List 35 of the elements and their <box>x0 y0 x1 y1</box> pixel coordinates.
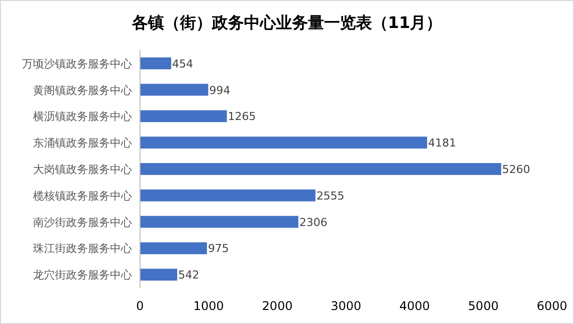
x-tick-label: 4000 <box>399 299 430 313</box>
y-tick-label: 龙穴街政务服务中心 <box>33 268 132 282</box>
data-label: 1265 <box>228 110 256 124</box>
bar <box>140 268 178 281</box>
data-label: 4181 <box>428 136 456 150</box>
data-label: 975 <box>208 242 229 256</box>
y-tick-label: 南沙街政务服务中心 <box>33 216 132 229</box>
x-tick-label: 1000 <box>193 299 224 313</box>
chart-title: 各镇（街）政务中心业务量一览表（11月） <box>130 13 442 32</box>
x-tick-label: 6000 <box>536 299 568 313</box>
x-tick-label: 0 <box>136 299 144 313</box>
bar <box>140 136 428 149</box>
y-tick-label: 万顷沙镇政务服务中心 <box>22 57 132 70</box>
bar <box>140 242 207 254</box>
bar <box>140 84 208 96</box>
y-tick-label: 黄阁镇政务服务中心 <box>33 84 132 97</box>
x-tick-label: 3000 <box>330 299 362 313</box>
bar <box>140 110 227 122</box>
y-tick-label: 珠江街政务服务中心 <box>33 242 132 256</box>
data-label: 542 <box>178 268 200 282</box>
x-tick-label: 5000 <box>468 299 499 313</box>
data-label: 5260 <box>502 163 530 176</box>
y-tick-label: 榄核镇政务服务中心 <box>33 189 132 202</box>
y-tick-label: 横沥镇政务服务中心 <box>33 110 132 124</box>
bar <box>140 57 172 70</box>
data-label: 454 <box>172 57 194 70</box>
data-label: 2555 <box>316 189 344 202</box>
bar <box>140 163 502 175</box>
y-tick-label: 东涌镇政务服务中心 <box>33 136 132 150</box>
data-label: 2306 <box>299 216 328 229</box>
x-tick-label: 2000 <box>262 299 293 313</box>
y-tick-label: 大岗镇政务服务中心 <box>33 163 132 176</box>
bar <box>140 189 316 202</box>
bar <box>140 216 298 228</box>
data-label: 994 <box>209 84 230 97</box>
